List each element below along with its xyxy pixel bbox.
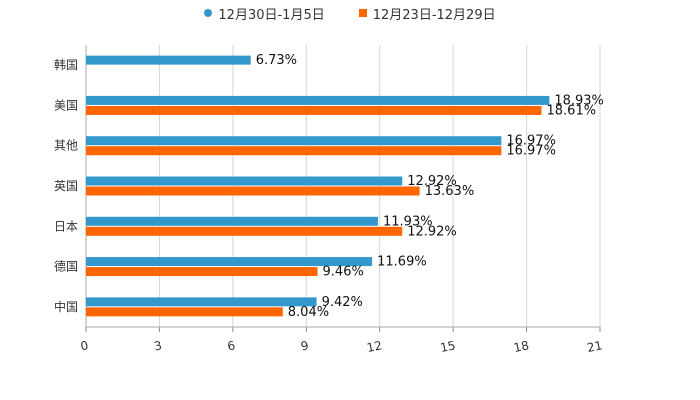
bar-series-1 [86,297,317,307]
data-label-series-1: 16.97% [506,134,556,149]
legend-label-series-1: 12月30日-1月5日 [218,7,325,23]
data-label-series-2: 8.04% [288,305,329,320]
bar-series-1 [86,55,251,65]
bar-series-2 [86,267,318,277]
data-label-series-2: 9.46% [323,265,364,280]
bar-series-2 [86,105,542,115]
category-label: 中国 [54,299,78,314]
data-label-series-2: 16.97% [506,144,556,159]
bar-series-2 [86,307,283,317]
data-label-series-2: 12.92% [407,224,457,239]
bar-series-1 [86,216,379,226]
data-label-series-1: 12.92% [407,174,457,189]
tick-label-x: 21 [586,338,604,355]
bar-series-1 [86,136,502,146]
data-label-series-1: 6.73% [256,53,297,68]
data-label-series-1: 9.42% [322,295,363,310]
tick-label-x: 9 [300,338,310,353]
bar-series-2 [86,146,502,156]
category-label: 日本 [54,219,78,233]
bar-series-2 [86,226,403,236]
data-label-series-2: 13.63% [425,184,475,199]
bar-series-1 [86,257,373,267]
legend-marker-series-1 [204,9,213,17]
legend-label-series-2: 12月23日-12月29日 [372,7,496,23]
category-label: 德国 [54,259,78,274]
category-label: 英国 [54,179,78,193]
bar-series-1 [86,176,403,186]
legend-item-series-2[interactable]: 12月23日-12月29日 [358,4,496,23]
tick-label-x: 15 [439,338,457,355]
data-label-series-2: 18.61% [547,103,597,118]
category-label: 韩国 [54,57,78,72]
tick-label-x: 0 [79,338,89,353]
category-label: 美国 [54,98,78,112]
data-label-series-1: 11.93% [383,214,433,229]
bar-series-1 [86,95,550,105]
tick-label-x: 12 [365,338,383,355]
data-label-series-1: 18.93% [554,93,604,108]
tick-label-x: 3 [153,338,163,353]
legend: 12月30日-1月5日 12月23日-12月29日 [0,4,700,23]
data-label-series-1: 11.69% [377,255,427,270]
legend-marker-series-2 [358,9,367,17]
bar-series-2 [86,186,420,196]
tick-label-x: 6 [226,338,236,353]
legend-item-series-1[interactable]: 12月30日-1月5日 [204,4,325,23]
tick-label-x: 18 [512,338,530,355]
category-label: 其他 [54,139,78,153]
